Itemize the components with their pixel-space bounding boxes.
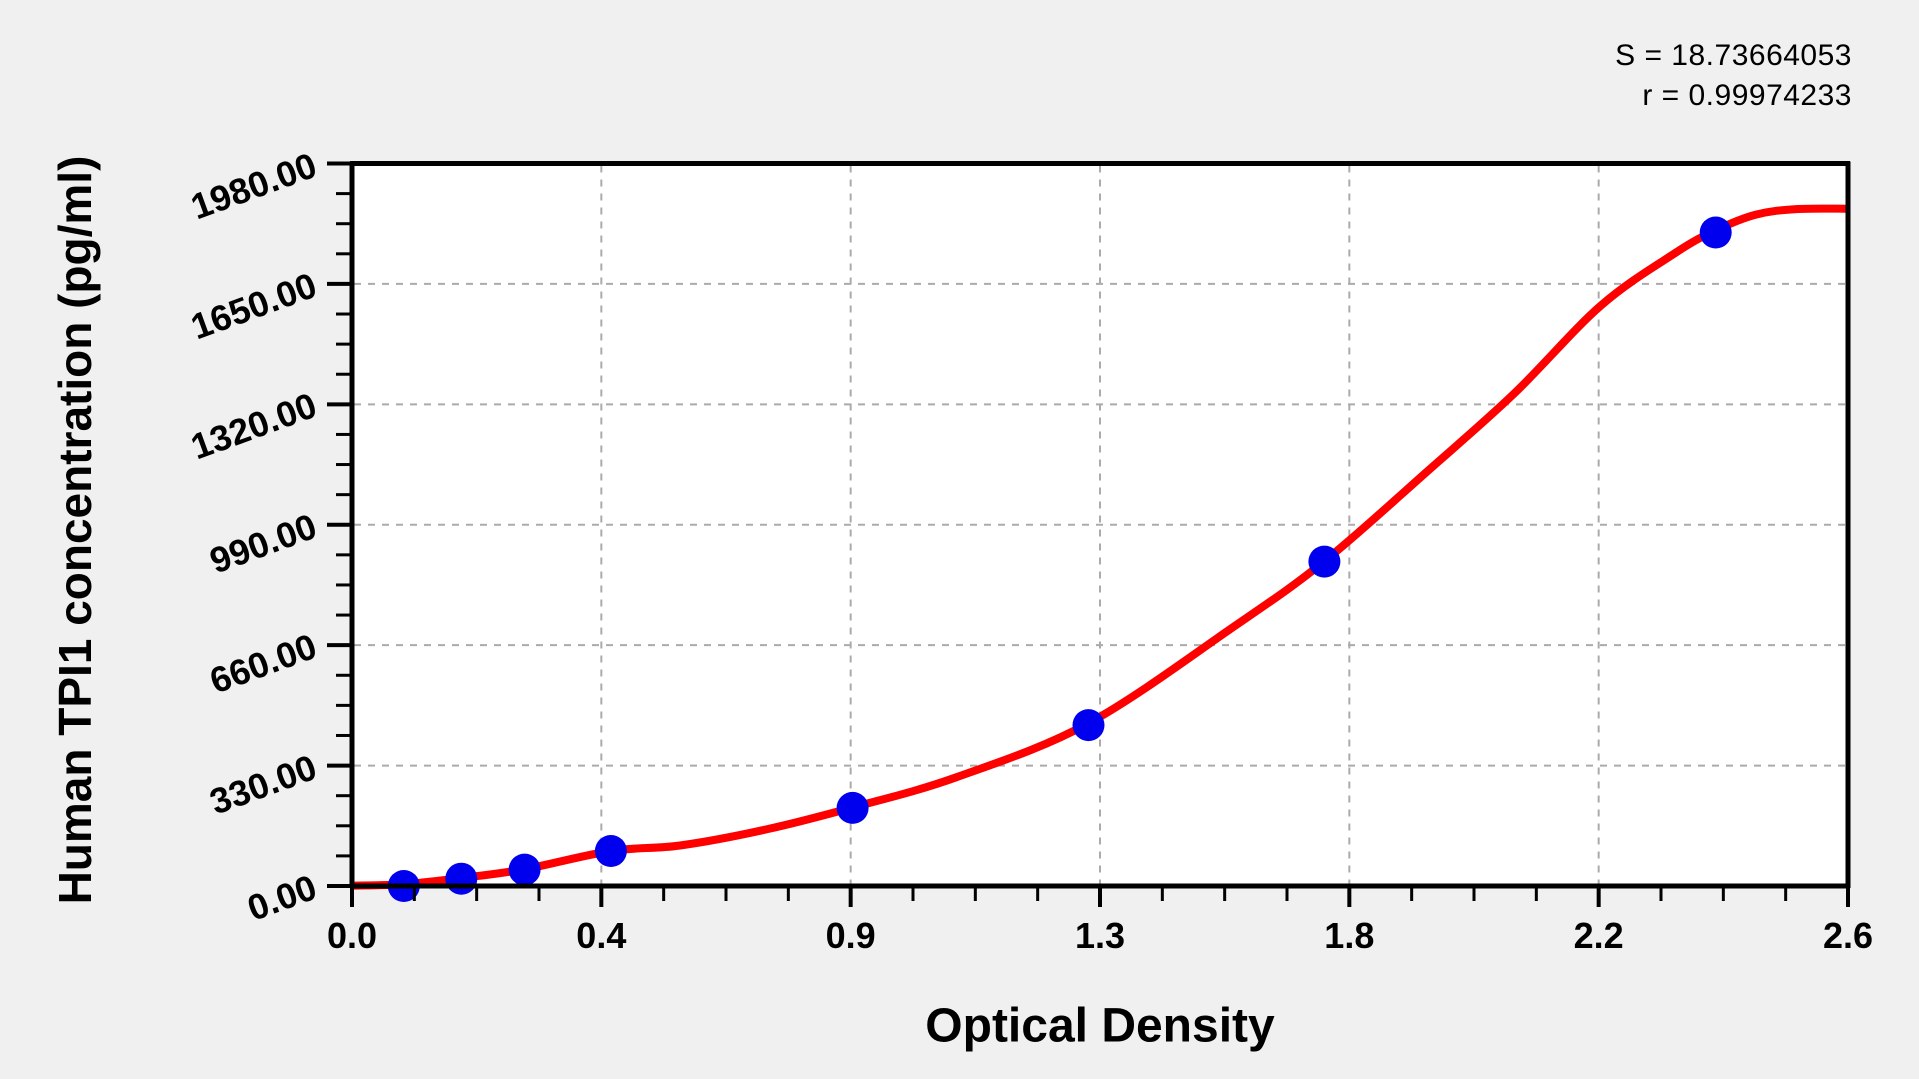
x-tick-label-text: 0.9 bbox=[825, 915, 876, 956]
x-tick-label-text: 2.6 bbox=[1822, 915, 1874, 956]
x-tick-label-text: 0.4 bbox=[576, 915, 627, 956]
data-point bbox=[1699, 216, 1732, 249]
fit-s-value: S = 18.73664053 bbox=[1615, 39, 1852, 72]
data-point bbox=[594, 835, 627, 867]
fit-r-value: r = 0.99974233 bbox=[1642, 79, 1852, 112]
standard-curve bbox=[351, 204, 1849, 890]
data-point bbox=[508, 853, 541, 886]
x-axis-title: Optical Density bbox=[925, 999, 1275, 1053]
data-point bbox=[836, 791, 869, 824]
data-point bbox=[1308, 545, 1341, 578]
data-point bbox=[1072, 709, 1105, 742]
x-tick-label-text: 0.0 bbox=[326, 915, 378, 956]
x-tick-label-text: 2.2 bbox=[1573, 915, 1624, 956]
y-axis-title: Human TPI1 concentration (pg/ml) bbox=[49, 155, 101, 905]
data-point bbox=[445, 862, 478, 895]
x-tick-label-text: 1.3 bbox=[1074, 915, 1126, 956]
x-tick-label-text: 1.8 bbox=[1324, 915, 1375, 956]
